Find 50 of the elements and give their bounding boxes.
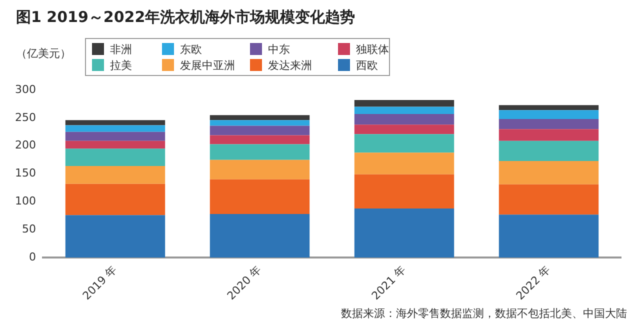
y-tick-label: 150 [14, 166, 36, 180]
bar [210, 115, 310, 120]
bar [65, 148, 166, 166]
y-tick-label: 100 [14, 194, 36, 208]
bar [354, 174, 454, 208]
bar [65, 132, 166, 141]
bar [498, 184, 599, 215]
y-tick-label: 250 [14, 110, 36, 124]
bar [65, 166, 166, 184]
bar [210, 214, 310, 258]
bar [498, 110, 599, 120]
bar [65, 184, 166, 216]
bar [498, 129, 599, 141]
y-axis-title: （亿美元） [16, 46, 71, 61]
bar [498, 119, 599, 130]
legend-label: 中东 [267, 42, 291, 57]
y-tick-label: 0 [28, 250, 36, 264]
bar [354, 114, 454, 125]
legend-label: 非洲 [109, 42, 133, 57]
bar [354, 124, 454, 134]
y-tick-label: 200 [14, 138, 36, 152]
bar [210, 126, 310, 136]
legend-label: 发达来洲 [267, 58, 313, 73]
bar [210, 179, 310, 214]
legend-label: 东欧 [179, 42, 203, 57]
bar [210, 160, 310, 180]
bar [65, 140, 166, 149]
bar [498, 160, 599, 184]
legend-label: 发展中亚洲 [179, 58, 236, 73]
bar [210, 144, 310, 160]
y-tick-label: 300 [14, 82, 36, 96]
y-tick-label: 50 [22, 222, 36, 236]
bar [498, 214, 599, 258]
bar [354, 152, 454, 174]
bar [210, 135, 310, 144]
legend-label: 拉美 [109, 58, 133, 73]
bar [498, 105, 599, 110]
bar [65, 120, 166, 126]
bar [210, 120, 310, 126]
bar [65, 215, 166, 258]
legend-label: 西欧 [355, 58, 379, 73]
chart-title: 图1 2019～2022年洗衣机海外市场规模变化趋势 [16, 8, 356, 27]
bar [354, 106, 454, 114]
bar [498, 140, 599, 161]
source-note: 数据来源：海外零售数据监测，数据不包括北美、中国大陆 [341, 306, 627, 321]
bar [354, 208, 454, 258]
legend-label: 独联体 [355, 42, 390, 57]
bar [65, 125, 166, 132]
bar [354, 134, 454, 153]
bar [354, 100, 454, 107]
